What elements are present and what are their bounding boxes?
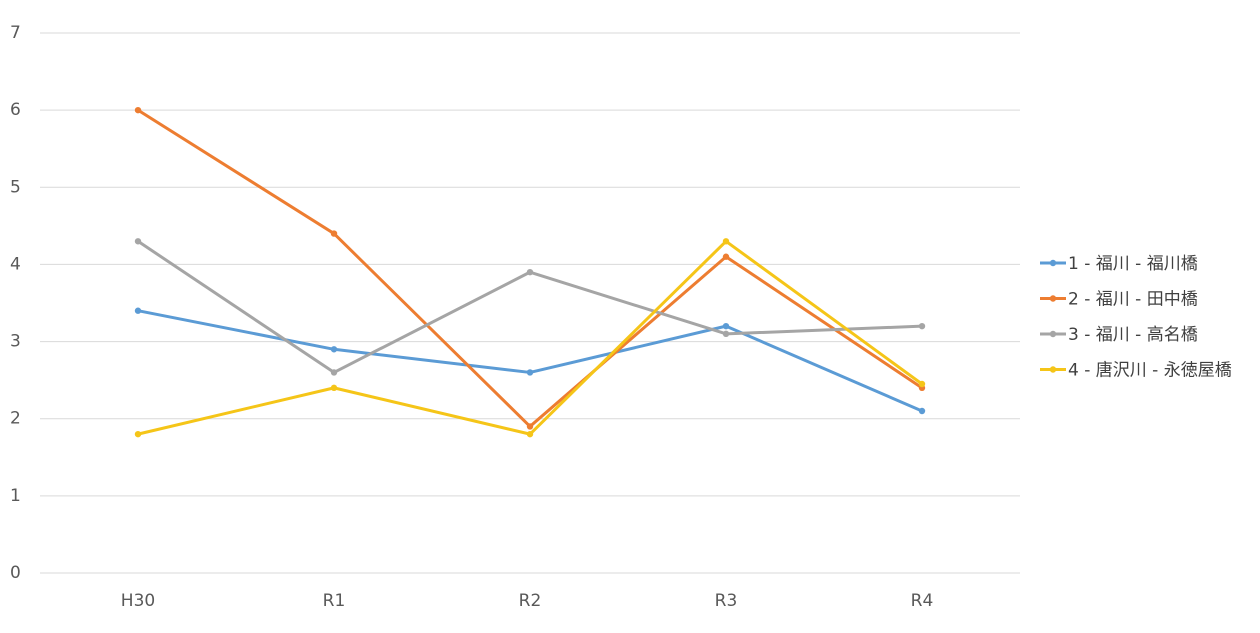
data-point[interactable]: [722, 253, 730, 260]
series-line-2: [136, 108, 924, 428]
series-lines: [134, 106, 926, 438]
series-2: [134, 106, 926, 430]
data-point[interactable]: [330, 346, 338, 353]
data-point[interactable]: [918, 322, 926, 330]
x-tick-label: R2: [519, 591, 542, 611]
data-point[interactable]: [722, 322, 730, 330]
x-tick-label: H30: [121, 591, 155, 611]
legend: 1 - 福川 - 福川橋 2 - 福川 - 田中橋 3 - 福川 - 高名橋 4 - …: [1040, 254, 1232, 381]
legend-item-3[interactable]: 3 - 福川 - 高名橋: [1040, 325, 1198, 345]
data-point[interactable]: [526, 268, 534, 276]
x-tick-label: R4: [911, 591, 934, 611]
x-tick-label: R1: [323, 591, 346, 611]
y-tick-label: 1: [10, 486, 21, 506]
y-axis-tick-labels: 0 1 2 3 4 5 6 7: [10, 23, 21, 583]
series-3: [134, 238, 926, 376]
legend-swatch-marker: [1049, 259, 1057, 267]
y-tick-label: 0: [10, 563, 21, 583]
data-point[interactable]: [722, 238, 730, 245]
data-point[interactable]: [526, 369, 534, 376]
y-tick-label: 4: [10, 254, 21, 274]
data-point[interactable]: [330, 369, 338, 376]
legend-swatch-marker: [1049, 330, 1057, 338]
data-point[interactable]: [134, 238, 142, 245]
data-point[interactable]: [134, 430, 142, 438]
y-tick-label: 2: [10, 409, 21, 429]
y-tick-label: 6: [10, 100, 21, 120]
legend-item-1[interactable]: 1 - 福川 - 福川橋: [1040, 254, 1198, 274]
legend-label: 4 - 唐沢川 - 永徳屋橋: [1068, 360, 1232, 381]
x-tick-label: R3: [715, 591, 738, 611]
data-point[interactable]: [722, 330, 730, 338]
data-point[interactable]: [526, 430, 534, 438]
x-axis-tick-labels: H30 R1 R2 R3 R4: [121, 591, 934, 611]
legend-swatch-marker: [1049, 295, 1057, 302]
legend-label: 3 - 福川 - 高名橋: [1068, 325, 1198, 345]
data-point[interactable]: [330, 384, 338, 392]
y-tick-label: 5: [10, 177, 21, 197]
gridlines: [40, 32, 1020, 574]
y-tick-label: 3: [10, 332, 21, 352]
series-line-3: [136, 239, 924, 374]
legend-label: 1 - 福川 - 福川橋: [1068, 254, 1198, 274]
series-1: [134, 307, 926, 415]
data-point[interactable]: [134, 307, 142, 314]
legend-swatch-marker: [1049, 366, 1057, 373]
legend-item-2[interactable]: 2 - 福川 - 田中橋: [1040, 290, 1198, 310]
legend-item-4[interactable]: 4 - 唐沢川 - 永徳屋橋: [1040, 360, 1232, 381]
data-point[interactable]: [330, 230, 338, 237]
series-4: [134, 238, 926, 438]
series-line-1: [136, 309, 924, 413]
data-point[interactable]: [918, 407, 926, 415]
data-point[interactable]: [918, 380, 926, 388]
y-tick-label: 7: [10, 23, 21, 43]
data-point[interactable]: [526, 423, 534, 430]
legend-label: 2 - 福川 - 田中橋: [1068, 290, 1198, 310]
data-point[interactable]: [134, 106, 142, 114]
